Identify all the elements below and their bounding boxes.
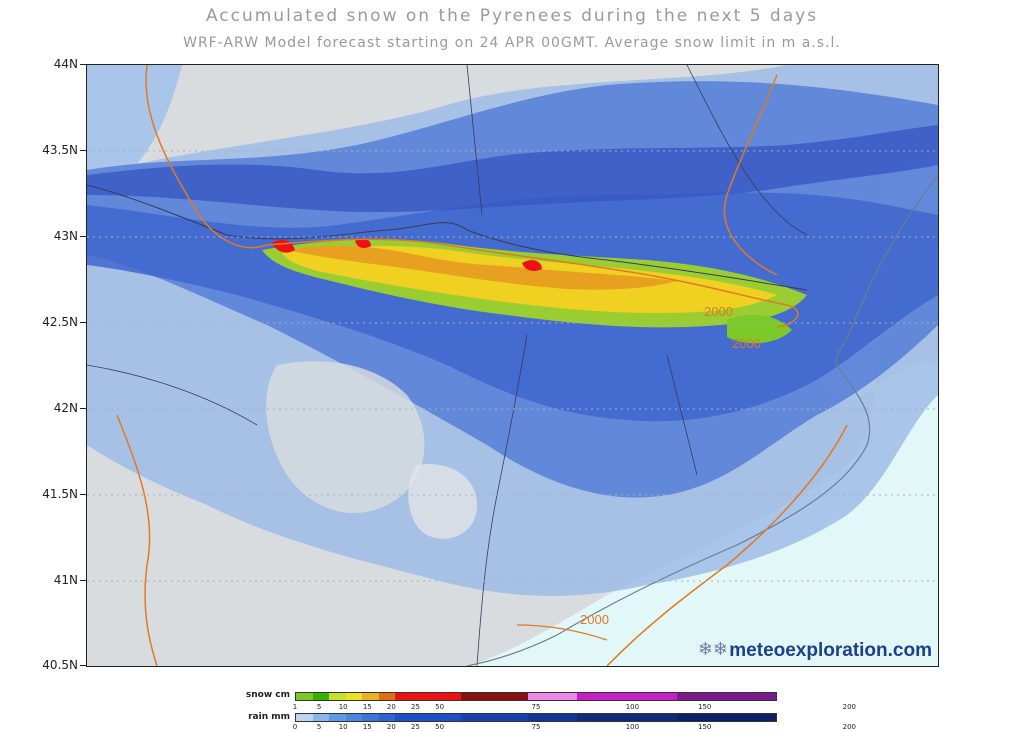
legend-swatch: [362, 714, 379, 721]
border-line: [686, 65, 808, 236]
legend-swatch: [329, 693, 346, 700]
legend-tick-label: 10: [338, 723, 348, 731]
legend-tick-label: 5: [316, 703, 322, 711]
lat-tick-mark: [80, 64, 86, 65]
snow-limit-contour: [145, 65, 268, 249]
legend-swatch: [345, 714, 363, 721]
snow-color-bar: [295, 692, 777, 701]
rain-tick-labels: 0 5 10 15 20 25 50 75 100 150 200: [292, 723, 856, 732]
forecast-map: 2000 2000 2000 ❄❄ meteoexploration.com: [86, 64, 939, 667]
mediterranean-sea: [467, 155, 938, 666]
lat-tick-mark: [80, 665, 86, 666]
legend-tick-label: 15: [362, 723, 372, 731]
lat-tick-mark: [80, 236, 86, 237]
lat-tick-label: 44N: [53, 57, 78, 71]
snow-zone-east: [727, 314, 792, 344]
dry-area: [266, 361, 425, 514]
snow-limit-contour: [723, 74, 778, 276]
coastline: [466, 174, 938, 666]
lat-tick-mark: [80, 150, 86, 151]
legend-swatch: [527, 693, 578, 700]
map-title: Accumulated snow on the Pyrenees during …: [205, 6, 819, 26]
snow-zone-orange: [287, 245, 677, 290]
legend-swatch: [296, 693, 313, 700]
lat-tick-mark: [80, 322, 86, 323]
lat-tick-label: 42.5N: [42, 315, 78, 329]
dry-area: [408, 464, 477, 539]
legend-tick-label: 100: [625, 723, 640, 731]
legend-swatch: [312, 693, 330, 700]
legend-tick-label: 50: [435, 723, 445, 731]
snow-limit-label: 2000: [704, 304, 733, 319]
map-svg: [87, 65, 938, 666]
rain-north-band: [87, 125, 938, 213]
legend-swatch: [395, 714, 462, 721]
border-line: [666, 354, 698, 476]
legend-tick-label: 150: [698, 723, 712, 731]
lat-tick-label: 40.5N: [42, 658, 78, 672]
legend-tick-label: 100: [625, 703, 640, 711]
legend-swatch: [527, 714, 578, 721]
legend-tick-label: 75: [531, 703, 541, 711]
snow-limit-label: 2000: [580, 612, 609, 627]
snow-limit-label: 2000: [732, 336, 761, 351]
lat-tick-mark: [80, 494, 86, 495]
legend-swatch: [362, 693, 379, 700]
rain-color-bar: [295, 713, 777, 722]
snow-limit-contour: [116, 414, 158, 666]
snow-limit-contour: [606, 424, 848, 666]
legend-swatch: [395, 693, 462, 700]
rain-legend-label: rain mm: [248, 712, 290, 722]
legend-tick-label: 5: [316, 723, 322, 731]
lat-tick-mark: [80, 580, 86, 581]
legend-tick-label: 75: [531, 723, 541, 731]
legend-tick-label: 20: [386, 703, 396, 711]
legend-tick-label: 15: [362, 703, 372, 711]
legend-tick-label: 25: [411, 723, 420, 731]
legend-swatch: [378, 714, 396, 721]
map-subtitle: WRF-ARW Model forecast starting on 24 AP…: [183, 35, 841, 51]
legend-tick-label: 150: [698, 703, 712, 711]
snow-hotspot: [522, 260, 542, 271]
latitude-gridlines: [87, 150, 938, 582]
snowflake-icon: ❄❄: [697, 639, 728, 660]
legend-tick-label: 200: [842, 723, 856, 731]
legend-tick-label: 20: [386, 723, 396, 731]
legend-swatch: [329, 714, 346, 721]
legend-swatch: [312, 714, 330, 721]
bay-of-biscay: [87, 65, 182, 185]
color-legend: snow cm 1 5 10 15 20 25 50 75 100 150 200 rain mm …: [240, 690, 856, 732]
legend-swatch: [461, 693, 528, 700]
legend-tick-label: 50: [435, 703, 445, 711]
legend-tick-label: 1: [292, 703, 298, 711]
lat-tick-label: 41N: [53, 573, 78, 587]
legend-swatch: [461, 714, 528, 721]
border-line: [87, 364, 258, 426]
border-line: [466, 65, 483, 216]
snow-limit-contour: [516, 624, 608, 641]
border-line: [87, 184, 808, 291]
lat-tick-label: 41.5N: [42, 487, 78, 501]
lat-tick-label: 42N: [53, 401, 78, 415]
snow-limit-contour: [266, 238, 799, 328]
snow-legend-label: snow cm: [245, 690, 290, 700]
legend-swatch: [676, 693, 776, 700]
lat-tick-label: 43.5N: [42, 143, 78, 157]
legend-tick-label: 0: [292, 723, 298, 731]
brand-watermark: meteoexploration.com: [729, 640, 932, 661]
legend-tick-label: 10: [338, 703, 348, 711]
legend-tick-label: 25: [411, 703, 420, 711]
legend-swatch: [378, 693, 396, 700]
legend-swatch: [345, 693, 363, 700]
lat-tick-mark: [80, 408, 86, 409]
legend-swatch: [577, 693, 677, 700]
snow-tick-labels: 1 5 10 15 20 25 50 75 100 150 200: [292, 703, 856, 712]
legend-swatch: [676, 714, 776, 721]
legend-swatch: [296, 714, 313, 721]
legend-swatch: [577, 714, 677, 721]
lat-tick-label: 43N: [53, 229, 78, 243]
legend-tick-label: 200: [842, 703, 856, 711]
snow-hotspot: [355, 238, 371, 249]
